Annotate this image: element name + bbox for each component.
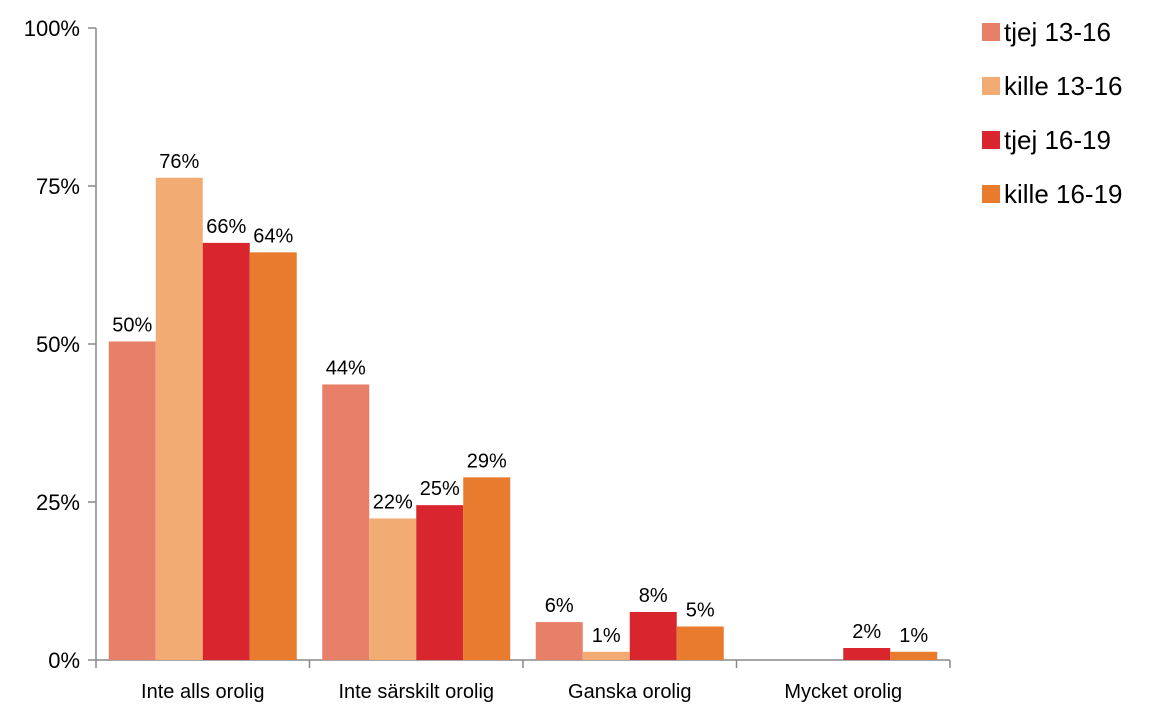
data-label: 5% bbox=[686, 600, 715, 622]
bar bbox=[582, 651, 630, 660]
data-label: 8% bbox=[639, 585, 668, 607]
bars bbox=[108, 177, 938, 661]
legend-label: kille 13-16 bbox=[1004, 71, 1123, 101]
x-category-label: Inte alls orolig bbox=[141, 681, 264, 703]
legend-label: tjej 16-19 bbox=[1004, 125, 1111, 155]
bar bbox=[629, 611, 677, 660]
y-tick-label: 75% bbox=[36, 174, 80, 199]
x-category-label: Inte särskilt orolig bbox=[338, 681, 494, 703]
data-label: 25% bbox=[420, 478, 460, 500]
bar bbox=[416, 505, 464, 660]
y-ticks: 0% 25% 50% 75% 100% bbox=[24, 16, 96, 673]
data-label: 44% bbox=[326, 357, 366, 379]
bar bbox=[155, 177, 203, 660]
category-labels: Inte alls orolig Inte särskilt orolig Gans… bbox=[141, 681, 902, 703]
y-tick-label: 50% bbox=[36, 332, 80, 357]
bar bbox=[843, 647, 891, 660]
data-label: 66% bbox=[206, 216, 246, 238]
legend-label: tjej 13-16 bbox=[1004, 17, 1111, 47]
y-tick-label: 100% bbox=[24, 16, 80, 41]
bar bbox=[535, 622, 583, 660]
legend-swatch bbox=[982, 131, 1000, 149]
bar bbox=[322, 384, 370, 660]
bar bbox=[463, 477, 511, 660]
bar bbox=[676, 626, 724, 660]
bar bbox=[369, 518, 417, 660]
bar bbox=[890, 651, 938, 660]
x-ticks bbox=[95, 660, 951, 668]
data-label: 22% bbox=[373, 491, 413, 513]
data-label: 1% bbox=[592, 625, 621, 647]
data-label: 29% bbox=[467, 450, 507, 472]
bar bbox=[249, 252, 297, 661]
y-tick-label: 25% bbox=[36, 490, 80, 515]
x-category-label: Mycket orolig bbox=[784, 681, 902, 703]
legend-swatch bbox=[982, 77, 1000, 95]
y-tick-label: 0% bbox=[48, 648, 80, 673]
legend-label: kille 16-19 bbox=[1004, 179, 1123, 209]
data-label: 50% bbox=[112, 314, 152, 336]
legend: tjej 13-16 kille 13-16 tjej 16-19 kille 16-… bbox=[982, 17, 1123, 209]
data-label: 6% bbox=[545, 595, 574, 617]
data-label: 64% bbox=[253, 225, 293, 247]
x-category-label: Ganska orolig bbox=[568, 681, 691, 703]
legend-swatch bbox=[982, 185, 1000, 203]
data-label: 76% bbox=[159, 151, 199, 173]
bar bbox=[202, 242, 250, 660]
data-label: 2% bbox=[852, 621, 881, 643]
bar bbox=[108, 341, 156, 660]
data-labels: 50% 76% 66% 64% 44% 22% 25% 29% 6% 1% 8% 5% 2% 1% bbox=[112, 151, 928, 647]
data-label: 1% bbox=[899, 625, 928, 647]
legend-swatch bbox=[982, 23, 1000, 41]
